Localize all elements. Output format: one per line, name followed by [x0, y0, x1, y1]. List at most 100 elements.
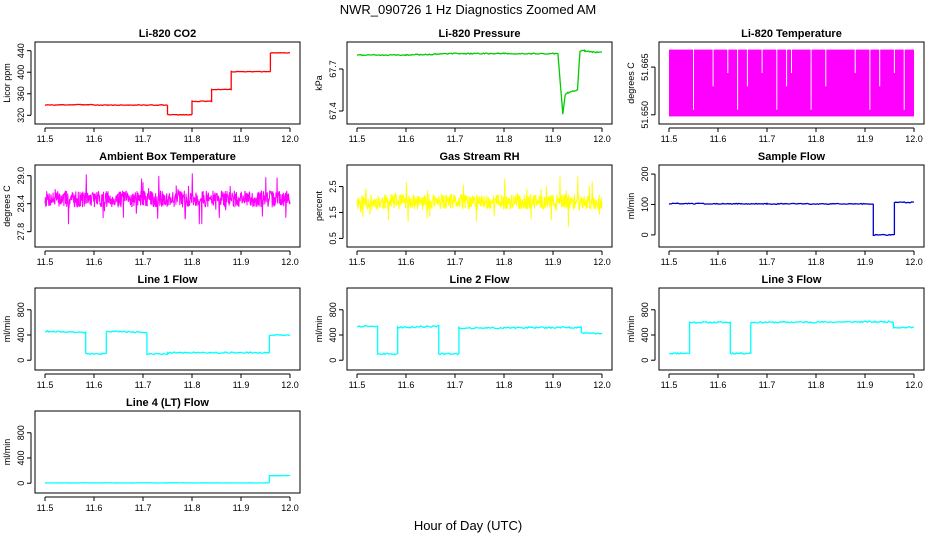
x-tick-label: 11.6 — [710, 257, 727, 267]
series-line — [44, 173, 291, 225]
y-axis-label: ml/min — [2, 439, 12, 466]
panel-title: Line 1 Flow — [138, 274, 198, 286]
series-10 — [44, 474, 290, 484]
x-axis: 11.5 11.6 11.7 11.8 11.9 12.0 — [349, 127, 611, 144]
y-tick-label: 1.5 — [328, 206, 338, 219]
x-tick-label: 11.9 — [233, 503, 250, 513]
x-tick-label: 11.8 — [808, 380, 825, 390]
x-tick-label: 11.8 — [496, 257, 513, 267]
x-axis: 11.5 11.6 11.7 11.8 11.9 12.0 — [37, 373, 299, 390]
series-3 — [669, 49, 914, 117]
series-5 — [356, 176, 603, 228]
panel-2: Li-820 Pressure 11.5 11.6 11.7 11.8 11.9 12.0 6… — [314, 28, 613, 144]
y-axis-label: kPa — [314, 75, 324, 91]
plot-frame — [34, 41, 301, 125]
x-tick-label: 12.0 — [281, 503, 299, 513]
x-tick-label: 11.5 — [661, 257, 678, 267]
series-4 — [44, 173, 291, 225]
series-7 — [44, 329, 291, 356]
series-line — [668, 201, 915, 236]
plot-frame — [658, 41, 925, 125]
y-tick-label: 400 — [328, 327, 338, 342]
x-tick-label: 11.7 — [447, 380, 464, 390]
x-tick-label: 11.5 — [349, 380, 366, 390]
y-tick-label: 51.650 — [640, 101, 650, 129]
y-axis-label: ml/min — [626, 193, 636, 220]
x-axis: 11.5 11.6 11.7 11.8 11.9 12.0 — [37, 250, 299, 267]
x-tick-label: 11.9 — [857, 257, 874, 267]
y-tick-label: 2.5 — [328, 180, 338, 193]
y-axis-label: Licor ppm — [2, 63, 12, 103]
x-tick-label: 11.9 — [545, 257, 562, 267]
y-tick-label: 440 — [16, 43, 26, 58]
y-tick-label: 29.0 — [16, 167, 26, 185]
x-tick-label: 11.7 — [447, 134, 464, 144]
x-tick-label: 11.7 — [135, 134, 152, 144]
x-tick-label: 11.7 — [447, 257, 464, 267]
x-tick-label: 11.8 — [184, 380, 201, 390]
x-axis: 11.5 11.6 11.7 11.8 11.9 12.0 — [37, 496, 299, 513]
series-line — [44, 474, 290, 484]
x-tick-label: 11.7 — [135, 380, 152, 390]
panel-title: Gas Stream RH — [439, 151, 519, 163]
x-tick-label: 11.9 — [545, 380, 562, 390]
y-tick-label: 27.8 — [16, 223, 26, 241]
plot-frame — [658, 164, 925, 248]
x-tick-label: 11.8 — [496, 380, 513, 390]
y-axis-label: percent — [314, 190, 324, 221]
x-tick-label: 11.8 — [496, 134, 513, 144]
y-tick-label: 100 — [640, 197, 650, 212]
y-tick-label: 0 — [16, 358, 26, 363]
series-9 — [668, 320, 915, 355]
x-tick-label: 11.6 — [398, 380, 415, 390]
plot-frame — [346, 164, 613, 248]
series-1 — [44, 51, 291, 116]
y-axis-label: ml/min — [2, 316, 12, 343]
y-axis: 51.650 51.665 degrees C — [626, 53, 656, 129]
x-tick-label: 11.6 — [710, 380, 727, 390]
panel-8: Line 2 Flow 11.5 11.6 11.7 11.8 11.9 12.0 0 400 8… — [314, 274, 613, 390]
panel-title: Sample Flow — [758, 151, 826, 163]
x-tick-label: 11.7 — [135, 503, 152, 513]
x-tick-label: 11.5 — [37, 380, 54, 390]
panel-title: Line 3 Flow — [762, 274, 822, 286]
y-axis-label: ml/min — [314, 316, 324, 343]
series-8 — [357, 324, 603, 356]
y-tick-label: 67.4 — [328, 102, 338, 120]
panel-title: Ambient Box Temperature — [99, 151, 236, 163]
y-tick-label: 0.5 — [328, 232, 338, 245]
x-tick-label: 11.6 — [86, 503, 103, 513]
x-tick-label: 11.7 — [135, 257, 152, 267]
y-tick-label: 360 — [16, 86, 26, 101]
plot-frame — [346, 41, 613, 125]
series-line — [356, 176, 603, 228]
x-tick-label: 11.5 — [37, 134, 54, 144]
y-tick-label: 28.4 — [16, 195, 26, 213]
series-line — [668, 320, 915, 355]
y-tick-label: 800 — [16, 302, 26, 317]
x-tick-label: 11.9 — [233, 380, 250, 390]
y-axis: 0.5 1.5 2.5 percent — [314, 180, 344, 245]
y-axis-label: degrees C — [626, 62, 636, 104]
x-tick-label: 11.5 — [661, 380, 678, 390]
x-axis: 11.5 11.6 11.7 11.8 11.9 12.0 — [349, 373, 611, 390]
plot-frame — [34, 287, 301, 371]
x-tick-label: 11.8 — [808, 257, 825, 267]
x-tick-label: 11.6 — [86, 134, 103, 144]
x-tick-label: 11.5 — [349, 257, 366, 267]
x-tick-label: 11.6 — [398, 134, 415, 144]
figure-title: NWR_090726 1 Hz Diagnostics Zoomed AM — [340, 2, 597, 17]
y-axis-label: ml/min — [626, 316, 636, 343]
panel-1: Li-820 CO2 11.5 11.6 11.7 11.8 11.9 12.0 320 360… — [2, 28, 301, 144]
x-tick-label: 11.7 — [759, 134, 776, 144]
x-tick-label: 11.8 — [184, 134, 201, 144]
y-axis: 0 100 200 ml/min — [626, 167, 656, 237]
panels-group: Li-820 CO2 11.5 11.6 11.7 11.8 11.9 12.0 320 360… — [2, 28, 925, 513]
y-tick-label: 0 — [640, 358, 650, 363]
panel-title: Li-820 Temperature — [741, 28, 842, 40]
y-tick-label: 400 — [16, 65, 26, 80]
panel-7: Line 1 Flow 11.5 11.6 11.7 11.8 11.9 12.0 0 400 8… — [2, 274, 301, 390]
y-tick-label: 400 — [640, 327, 650, 342]
panel-6: Sample Flow 11.5 11.6 11.7 11.8 11.9 12.0 0 100 2… — [626, 151, 925, 267]
x-tick-label: 11.6 — [86, 380, 103, 390]
